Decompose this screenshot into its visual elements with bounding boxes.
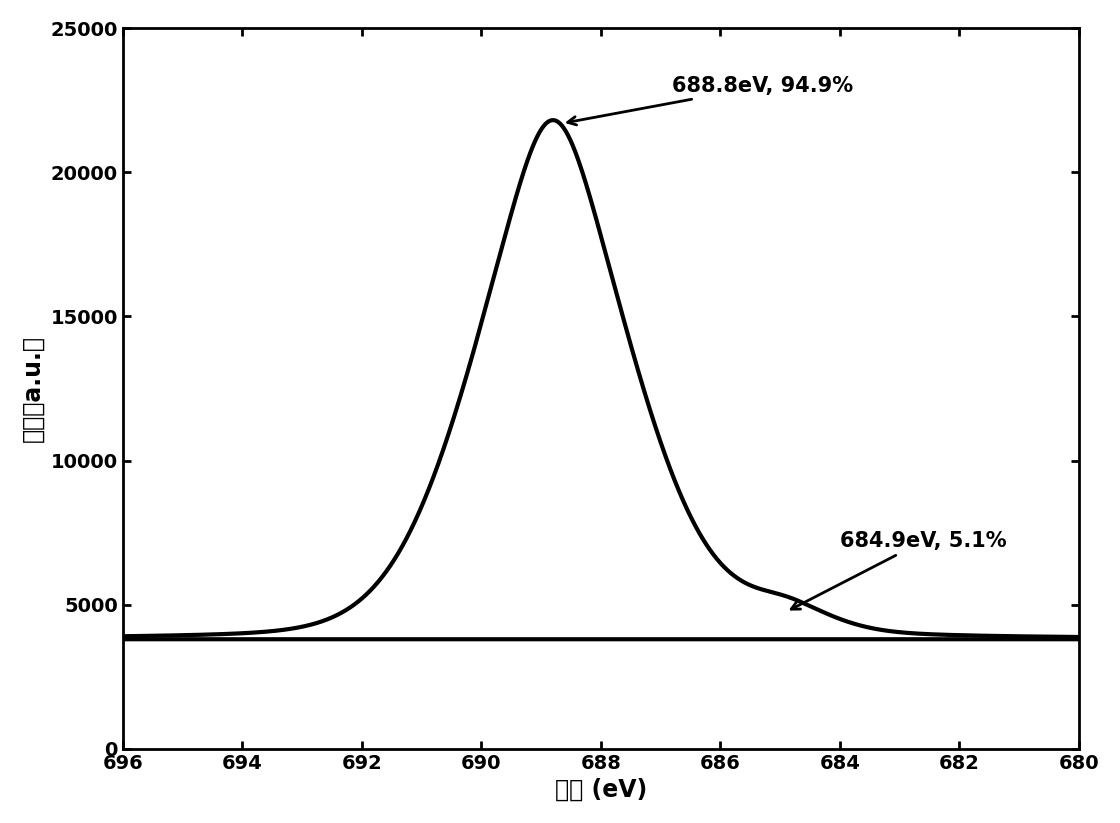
- X-axis label: 键能 (eV): 键能 (eV): [554, 779, 647, 802]
- Y-axis label: 强度（a.u.）: 强度（a.u.）: [21, 335, 45, 442]
- Text: 688.8eV, 94.9%: 688.8eV, 94.9%: [568, 76, 853, 125]
- Text: 684.9eV, 5.1%: 684.9eV, 5.1%: [791, 532, 1007, 609]
